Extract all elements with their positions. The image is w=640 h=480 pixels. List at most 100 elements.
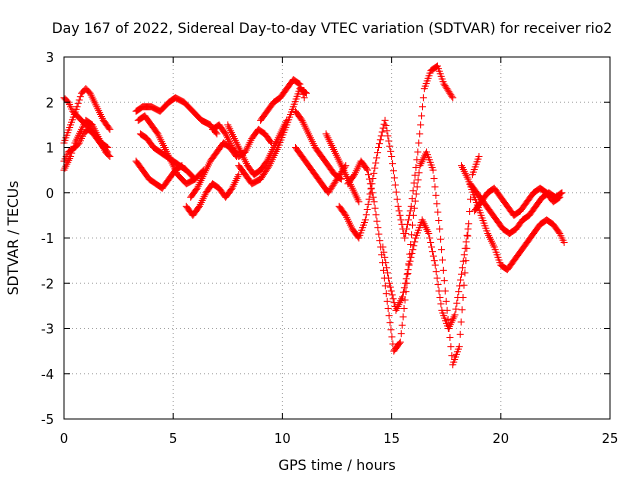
data-point (449, 94, 457, 102)
data-point (410, 242, 418, 250)
data-point (457, 270, 465, 278)
data-point (434, 208, 442, 216)
data-point (411, 197, 419, 205)
data-point (106, 125, 114, 133)
data-point (453, 299, 461, 307)
data-point (400, 304, 408, 312)
x-tick-label: 0 (60, 432, 68, 447)
data-series-arc-5 (132, 94, 221, 138)
data-point (419, 94, 427, 102)
data-point (396, 211, 404, 219)
data-point (411, 238, 419, 246)
data-point (448, 352, 456, 360)
data-point (431, 261, 439, 269)
data-point (73, 103, 81, 111)
data-point (406, 257, 414, 265)
data-point (299, 90, 307, 98)
data-point (388, 333, 396, 341)
data-point (385, 279, 393, 287)
x-tick-label: 25 (602, 432, 619, 447)
data-point (298, 87, 306, 95)
data-point (370, 198, 378, 206)
data-point (446, 334, 454, 342)
data-point (373, 154, 381, 162)
data-point (429, 166, 437, 174)
data-point (402, 275, 410, 283)
data-point (363, 206, 371, 214)
data-point (371, 204, 379, 212)
data-point (75, 96, 83, 104)
data-point (407, 240, 415, 248)
data-point (431, 183, 439, 191)
data-point (428, 248, 436, 256)
data-point (435, 217, 443, 225)
data-point (402, 229, 410, 237)
data-point (451, 311, 459, 319)
x-tick-label: 10 (274, 432, 291, 447)
data-point (433, 200, 441, 208)
x-tick-label: 20 (493, 432, 510, 447)
y-tick-label: -5 (41, 413, 54, 428)
data-point (369, 175, 377, 183)
data-point (409, 221, 417, 229)
data-point (438, 256, 446, 264)
data-point (405, 261, 413, 269)
data-point (394, 202, 402, 210)
data-point (448, 92, 456, 100)
grid-lines (64, 57, 610, 419)
data-series-arc-9 (182, 171, 243, 219)
data-point (467, 195, 475, 203)
data-point (455, 343, 463, 351)
data-series-arc-15 (292, 107, 345, 183)
data-point (466, 207, 474, 215)
data-point (386, 319, 394, 327)
data-point (460, 251, 468, 259)
data-point (556, 193, 564, 201)
data-point (560, 239, 568, 247)
data-point (438, 246, 446, 254)
data-point (399, 313, 407, 321)
data-point (395, 207, 403, 215)
data-point (429, 252, 437, 260)
data-point (386, 283, 394, 291)
data-point (414, 176, 422, 184)
data-point (434, 281, 442, 289)
y-tick-label: -2 (41, 277, 54, 292)
data-point (417, 121, 425, 129)
data-point (430, 175, 438, 183)
data-point (463, 231, 471, 239)
y-axis-label: SDTVAR / TECUs (6, 181, 22, 296)
data-point (464, 232, 472, 240)
data-point (407, 253, 415, 261)
data-point (366, 180, 374, 188)
data-point (382, 259, 390, 267)
data-point (365, 195, 373, 203)
data-point (378, 128, 386, 136)
data-series-arc-12 (224, 116, 291, 179)
data-point (409, 211, 417, 219)
data-point (385, 137, 393, 145)
data-point (404, 266, 412, 274)
data-point (398, 321, 406, 329)
x-tick-label: 15 (383, 432, 400, 447)
data-point (106, 153, 114, 161)
data-point (375, 140, 383, 148)
data-point (427, 239, 435, 247)
data-point (401, 234, 409, 242)
data-point (177, 162, 185, 170)
data-point (105, 151, 113, 159)
y-tick-label: 2 (46, 96, 54, 111)
data-point (462, 238, 470, 246)
data-point (389, 340, 397, 348)
data-point (455, 288, 463, 296)
y-tick-label: -4 (41, 368, 54, 383)
data-point (458, 264, 466, 272)
data-point (389, 167, 397, 175)
data-point (442, 297, 450, 305)
data-point (408, 231, 416, 239)
data-point (386, 142, 394, 150)
data-point (557, 189, 565, 197)
data-point (439, 266, 447, 274)
data-point (393, 195, 401, 203)
